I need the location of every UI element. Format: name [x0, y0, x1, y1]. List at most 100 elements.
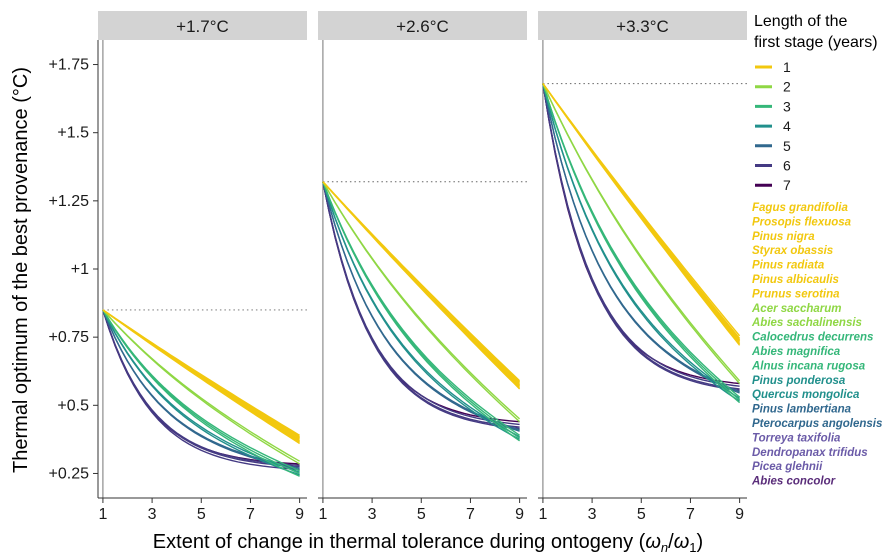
species-label: Alnus incana rugosa — [751, 360, 866, 372]
facet-strip-label: +1.7°C — [176, 17, 229, 36]
series-line — [542, 83, 740, 393]
legend: Length of the first stage (years) 1 2 3 4 5 6… — [754, 13, 878, 193]
species-label: Styrax obassis — [752, 245, 833, 257]
series-line — [322, 181, 520, 423]
x-tick-label: 1 — [538, 506, 547, 523]
series-line — [542, 83, 741, 404]
series-line — [102, 309, 300, 471]
legend-title-line-2: first stage (years) — [754, 34, 878, 51]
species-label: Calocedrus decurrens — [752, 332, 873, 344]
series-line — [102, 309, 300, 471]
species-label: Abies magnifica — [751, 346, 841, 358]
x-tick-label: 9 — [295, 506, 304, 523]
legend-label: 6 — [783, 158, 791, 174]
species-label: Pinus albicaulis — [752, 274, 839, 286]
legend-label: 1 — [783, 59, 791, 75]
series-line — [102, 309, 300, 465]
species-label: Torreya taxifolia — [752, 432, 841, 444]
x-tick-label: 3 — [588, 506, 597, 523]
facet-panels: +1.7°C 1 3 5 7 9 +2.6°C 1 3 5 7 9 +3.3°C 1 3 5 7 9 — [98, 11, 747, 523]
species-label: Dendropanax trifidus — [752, 447, 868, 459]
series-line — [542, 83, 741, 382]
series-line — [322, 181, 521, 390]
facet-strip-label: +2.6°C — [396, 17, 449, 36]
species-label: Pinus nigra — [752, 231, 815, 243]
legend-items: 1 2 3 4 5 6 7 — [755, 59, 791, 193]
series-line — [322, 181, 521, 423]
species-label: Abies sachalinensis — [751, 317, 862, 329]
species-label: Quercus mongolica — [752, 389, 860, 401]
species-label: Prunus serotina — [752, 288, 840, 300]
series-line — [542, 83, 740, 385]
facet-strip — [98, 11, 307, 40]
x-tick-label: 3 — [148, 506, 157, 523]
x-tick-label: 5 — [637, 506, 646, 523]
y-tick-label: +1 — [71, 261, 89, 278]
y-tick-label: +0.5 — [57, 397, 89, 414]
series-line — [102, 309, 300, 468]
series-line — [322, 181, 520, 428]
series-line — [322, 181, 520, 426]
facet-strip-label: +3.3°C — [616, 17, 669, 36]
x-tick-label: 7 — [246, 506, 255, 523]
species-labels: Fagus grandifolia Prosopis flexuosa Pinus … — [751, 202, 882, 488]
x-tick-label: 7 — [686, 506, 695, 523]
facet-strip — [538, 11, 747, 40]
species-label: Picea glehnii — [752, 461, 823, 473]
species-label: Abies concolor — [751, 476, 836, 488]
y-tick-label: +0.75 — [49, 329, 90, 346]
x-tick-label: 5 — [417, 506, 426, 523]
species-label: Pterocarpus angolensis — [752, 418, 882, 430]
species-label: Fagus grandifolia — [752, 202, 848, 214]
series-line — [102, 309, 300, 436]
series-line — [102, 309, 300, 475]
series-line — [102, 309, 300, 477]
legend-label: 7 — [783, 177, 791, 193]
legend-label: 5 — [783, 138, 791, 154]
series-line — [542, 83, 740, 387]
x-tick-label: 7 — [466, 506, 475, 523]
series-line — [322, 181, 521, 420]
series-line — [102, 309, 300, 445]
species-label: Pinus radiata — [752, 260, 825, 272]
y-tick-label: +0.25 — [49, 465, 90, 482]
x-tick-label: 3 — [368, 506, 377, 523]
facet-panel: +2.6°C 1 3 5 7 9 — [318, 11, 527, 523]
series-line — [102, 309, 300, 476]
x-tick-label: 1 — [318, 506, 327, 523]
series-line — [542, 83, 740, 390]
x-tick-label: 9 — [515, 506, 524, 523]
x-tick-label: 9 — [735, 506, 744, 523]
y-tick-label: +1.75 — [49, 57, 90, 74]
y-tick-label: +1.25 — [49, 193, 90, 210]
y-tick-label: +1.5 — [57, 125, 89, 142]
series-line — [102, 309, 300, 466]
legend-label: 4 — [783, 118, 791, 134]
species-label: Pinus ponderosa — [752, 375, 846, 387]
facet-panel: +3.3°C 1 3 5 7 9 — [538, 11, 747, 523]
series-line — [322, 181, 520, 432]
facet-panel: +1.7°C 1 3 5 7 9 — [98, 11, 307, 523]
facet-strip — [318, 11, 527, 40]
species-label: Pinus lambertiana — [752, 404, 852, 416]
series-line — [322, 181, 520, 430]
series-line — [542, 83, 740, 391]
x-tick-label: 5 — [197, 506, 206, 523]
series-line — [542, 83, 740, 402]
series-line — [542, 83, 741, 346]
series-line — [102, 309, 300, 462]
series-line — [322, 181, 520, 441]
legend-label: 2 — [783, 79, 791, 95]
legend-label: 3 — [783, 98, 791, 114]
legend-title-line-1: Length of the — [754, 13, 848, 30]
series-line — [542, 83, 741, 384]
x-axis-title: Extent of change in thermal tolerance du… — [153, 531, 703, 555]
species-label: Prosopis flexuosa — [752, 216, 852, 228]
x-tick-label: 1 — [98, 506, 107, 523]
y-axis-title: Thermal optimum of the best provenance (… — [10, 67, 32, 473]
series-line — [322, 181, 521, 442]
y-axis: +0.25 +0.5 +0.75 +1 +1.25 +1.5 +1.75 — [49, 40, 99, 498]
series-line — [102, 309, 300, 465]
species-label: Acer saccharum — [751, 303, 842, 315]
